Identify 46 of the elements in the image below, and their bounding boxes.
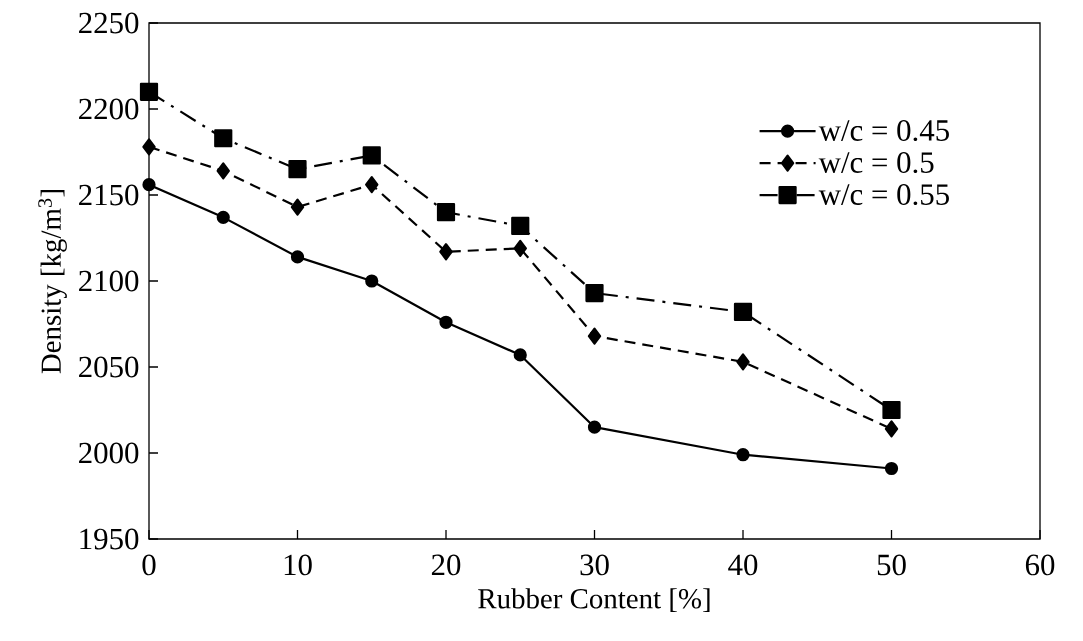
x-axis-title: Rubber Content [%] <box>478 588 710 613</box>
legend-label: w/c = 0.45 <box>818 120 949 142</box>
x-tick-label: 50 <box>877 554 906 576</box>
point <box>587 327 602 345</box>
y-tick-label: 2100 <box>79 270 139 292</box>
point <box>290 198 305 216</box>
y-tick-label: 2150 <box>79 184 139 206</box>
point <box>733 302 753 322</box>
point <box>884 420 899 438</box>
y-axis-title: Density [kg/m$^{3}$] <box>38 189 67 374</box>
point <box>142 138 156 156</box>
x-tick-label: 40 <box>728 554 758 576</box>
point <box>585 283 604 303</box>
point <box>290 250 305 264</box>
x-tick-label: 10 <box>284 554 312 576</box>
point <box>139 82 159 101</box>
x-tick-label: 60 <box>1025 554 1055 576</box>
point <box>216 210 230 224</box>
point <box>365 176 379 194</box>
point <box>511 216 530 236</box>
point <box>288 160 307 179</box>
y-tick-label: 1950 <box>80 528 139 550</box>
y-tick-label: 2000 <box>79 442 139 464</box>
point <box>736 448 750 462</box>
point <box>587 420 602 434</box>
point <box>439 243 453 261</box>
x-tick-label: 20 <box>431 554 461 576</box>
legend-label: w/c = 0.55 <box>818 184 949 206</box>
point <box>365 274 379 288</box>
point <box>436 203 456 222</box>
x-tick-label: 0 <box>142 554 156 576</box>
point <box>736 353 750 371</box>
point <box>439 315 453 329</box>
y-tick-label: 2250 <box>79 12 139 34</box>
point <box>142 178 156 192</box>
point <box>216 162 230 180</box>
point <box>214 129 233 148</box>
point <box>362 146 381 165</box>
point <box>513 239 527 257</box>
point <box>884 461 899 476</box>
y-tick-label: 2050 <box>79 356 139 378</box>
point <box>513 348 527 362</box>
point <box>882 400 901 420</box>
x-tick-label: 30 <box>580 554 609 576</box>
y-tick-label: 2200 <box>79 98 139 120</box>
legend-label: w/c = 0.5 <box>818 152 934 174</box>
